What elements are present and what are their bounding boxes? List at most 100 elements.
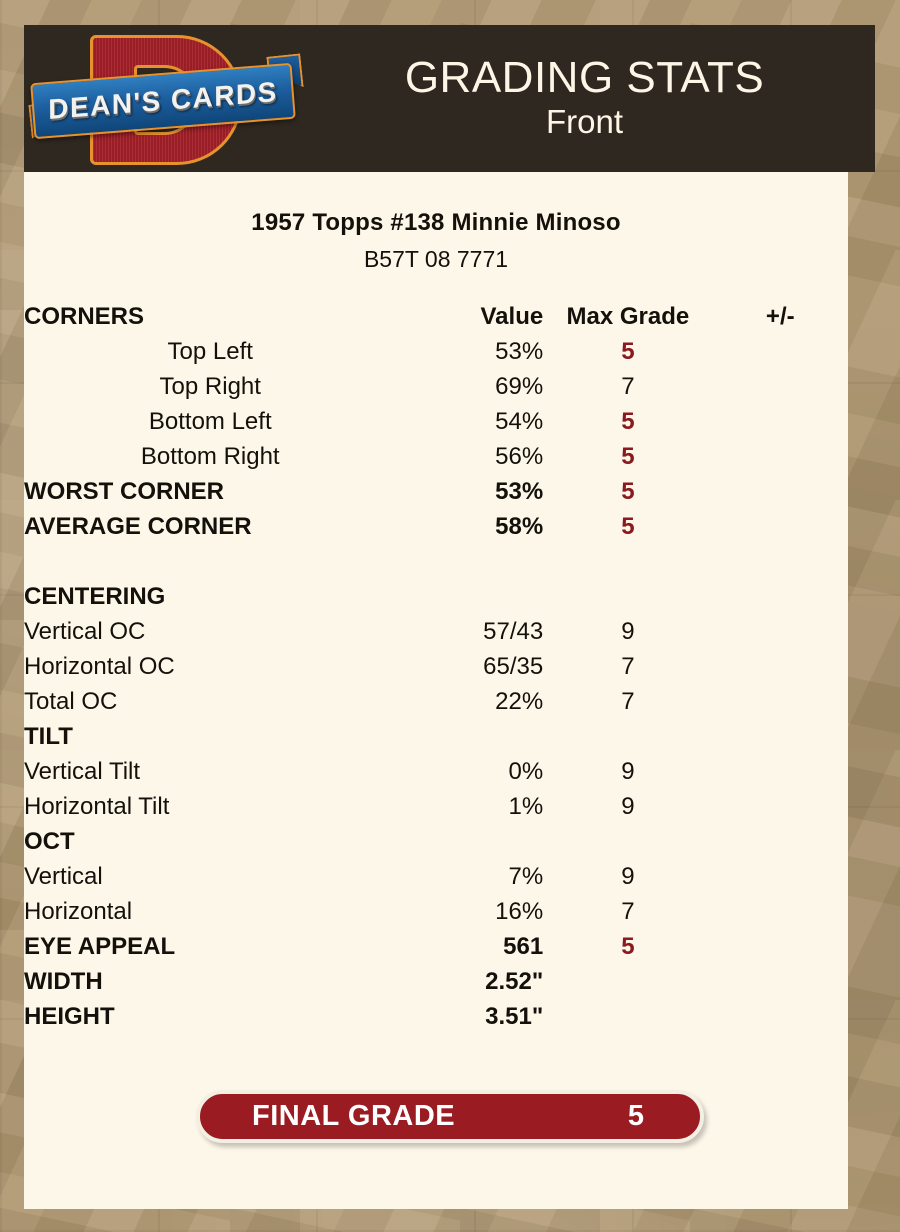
- row-max-grade: 5: [621, 337, 635, 365]
- row-plus-minus: [713, 404, 848, 439]
- row-max-grade: 5: [621, 932, 635, 960]
- row-plus-minus: [713, 964, 848, 999]
- row-max-grade: 9: [621, 757, 635, 785]
- row-max-grade: 7: [621, 652, 635, 680]
- table-row: HEIGHT 3.51": [24, 999, 848, 1034]
- row-label: Top Left: [167, 337, 253, 365]
- row-max-grade: [543, 964, 712, 999]
- grading-stats-body: Top Left 53% 5 Top Right 69% 7 Bottom Left 54% 5…: [24, 334, 848, 1034]
- logo-banner: DEAN'S CARDS: [30, 62, 296, 140]
- row-value: 54%: [495, 407, 544, 435]
- column-header-plus-minus: +/-: [765, 302, 795, 330]
- table-row: Vertical Tilt 0% 9: [24, 754, 848, 789]
- table-section-row: OCT: [24, 824, 848, 859]
- table-row: Top Left 53% 5: [24, 334, 848, 369]
- row-max-grade: 9: [621, 862, 635, 890]
- card-title: 1957 Topps #138 Minnie Minoso: [251, 209, 621, 236]
- row-value: 0%: [508, 757, 544, 785]
- row-value: 16%: [495, 897, 544, 925]
- row-plus-minus: [713, 754, 848, 789]
- row-value: 65/35: [483, 652, 544, 680]
- row-plus-minus: [713, 649, 848, 684]
- row-plus-minus: [713, 929, 848, 964]
- row-label: TILT: [24, 722, 73, 750]
- table-row: Top Right 69% 7: [24, 369, 848, 404]
- row-max-grade: 5: [621, 477, 635, 505]
- row-label: Vertical Tilt: [24, 757, 141, 785]
- row-label: Bottom Right: [140, 442, 280, 470]
- row-plus-minus: [713, 684, 848, 719]
- row-label: Horizontal: [24, 897, 133, 925]
- row-value: 56%: [495, 442, 544, 470]
- row-label: AVERAGE CORNER: [24, 512, 252, 540]
- row-value: 53%: [495, 337, 544, 365]
- final-grade-label: FINAL GRADE: [252, 1100, 456, 1132]
- deans-cards-logo: DEAN'S CARDS: [24, 25, 314, 172]
- row-value: 57/43: [483, 617, 544, 645]
- table-header-row: CORNERS Value Max Grade +/-: [24, 299, 848, 334]
- row-label: Vertical OC: [24, 617, 146, 645]
- table-row: Horizontal OC 65/35 7: [24, 649, 848, 684]
- row-max-grade: 7: [621, 372, 635, 400]
- row-value: 69%: [495, 372, 544, 400]
- column-header-max-grade: Max Grade: [566, 302, 690, 330]
- row-max-grade: [543, 999, 712, 1034]
- row-label: CENTERING: [24, 582, 166, 610]
- table-row: Horizontal Tilt 1% 9: [24, 789, 848, 824]
- final-grade-value: 5: [627, 1100, 644, 1132]
- logo-banner-text: DEAN'S CARDS: [48, 75, 278, 126]
- report-header: DEAN'S CARDS GRADING STATS Front: [24, 25, 875, 172]
- row-value: [396, 579, 543, 614]
- row-label: WORST CORNER: [24, 477, 224, 505]
- table-row: Vertical 7% 9: [24, 859, 848, 894]
- table-row: Total OC 22% 7: [24, 684, 848, 719]
- report-panel: 1957 Topps #138 Minnie Minoso B57T 08 77…: [24, 172, 848, 1209]
- row-value: 1%: [508, 792, 544, 820]
- row-value: 2.52": [485, 967, 544, 995]
- table-row: Bottom Left 54% 5: [24, 404, 848, 439]
- final-grade-badge: FINAL GRADE 5: [196, 1090, 704, 1143]
- row-max-grade: 9: [621, 617, 635, 645]
- row-max-grade: 5: [621, 442, 635, 470]
- row-plus-minus: [713, 579, 848, 614]
- row-label: OCT: [24, 827, 75, 855]
- row-max-grade: 7: [621, 897, 635, 925]
- row-plus-minus: [713, 509, 848, 544]
- row-plus-minus: [713, 824, 848, 859]
- row-label: HEIGHT: [24, 1002, 115, 1030]
- row-plus-minus: [713, 614, 848, 649]
- row-max-grade: [543, 824, 712, 859]
- row-label: Top Right: [159, 372, 261, 400]
- table-section-row: CENTERING: [24, 579, 848, 614]
- row-value: 7%: [508, 862, 544, 890]
- table-row: WIDTH 2.52": [24, 964, 848, 999]
- table-row: Bottom Right 56% 5: [24, 439, 848, 474]
- row-label: Horizontal Tilt: [24, 792, 170, 820]
- row-max-grade: [543, 719, 712, 754]
- final-grade-section: FINAL GRADE 5: [196, 1090, 704, 1143]
- row-plus-minus: [713, 859, 848, 894]
- row-max-grade: 7: [621, 687, 635, 715]
- table-spacer-cell: [24, 544, 848, 579]
- page-subtitle: Front: [545, 102, 624, 140]
- grading-stats-table: CORNERS Value Max Grade +/- Top Left 53% 5…: [24, 299, 848, 1034]
- row-plus-minus: [713, 894, 848, 929]
- row-plus-minus: [713, 999, 848, 1034]
- column-header-value: Value: [480, 302, 544, 330]
- card-code: B57T 08 7771: [363, 246, 509, 272]
- row-max-grade: 5: [621, 407, 635, 435]
- row-plus-minus: [713, 719, 848, 754]
- row-max-grade: 9: [621, 792, 635, 820]
- row-value: 3.51": [485, 1002, 544, 1030]
- row-plus-minus: [713, 439, 848, 474]
- row-label: Vertical: [24, 862, 103, 890]
- row-plus-minus: [713, 474, 848, 509]
- table-row: AVERAGE CORNER 58% 5: [24, 509, 848, 544]
- row-value: 58%: [495, 512, 544, 540]
- row-label: Horizontal OC: [24, 652, 175, 680]
- row-label: WIDTH: [24, 967, 103, 995]
- row-value: 561: [503, 932, 544, 960]
- table-row: WORST CORNER 53% 5: [24, 474, 848, 509]
- row-plus-minus: [713, 789, 848, 824]
- page-title: GRADING STATS: [404, 52, 765, 102]
